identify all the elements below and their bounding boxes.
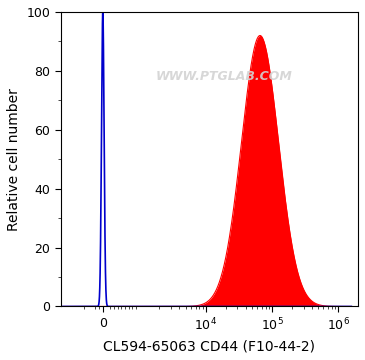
Text: WWW.PTGLAB.COM: WWW.PTGLAB.COM	[156, 70, 293, 83]
X-axis label: CL594-65063 CD44 (F10-44-2): CL594-65063 CD44 (F10-44-2)	[103, 339, 315, 353]
Y-axis label: Relative cell number: Relative cell number	[7, 88, 21, 231]
